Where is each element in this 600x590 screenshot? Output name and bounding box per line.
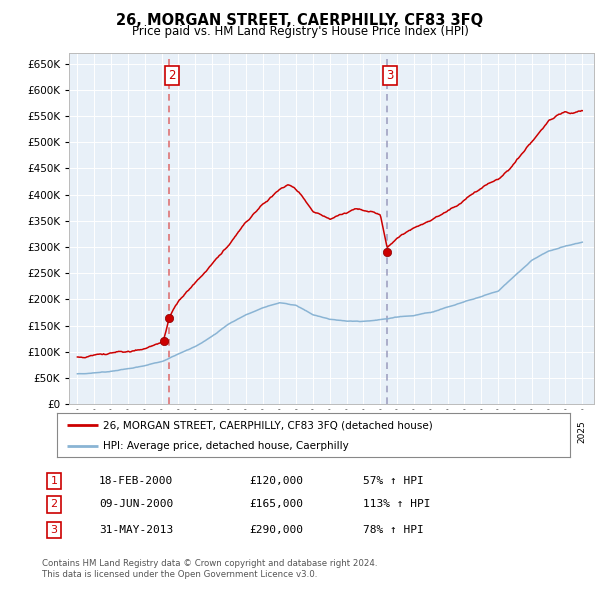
Text: 2006: 2006 <box>258 420 267 443</box>
Text: 2025: 2025 <box>578 420 587 442</box>
Text: 1999: 1999 <box>140 420 149 443</box>
Text: 2000: 2000 <box>157 420 166 443</box>
Text: £165,000: £165,000 <box>249 500 303 509</box>
Text: 1995: 1995 <box>73 420 82 443</box>
Text: 3: 3 <box>386 70 394 83</box>
Text: £120,000: £120,000 <box>249 476 303 486</box>
Text: 2007: 2007 <box>275 420 284 443</box>
Text: 2001: 2001 <box>174 420 183 443</box>
Text: 1997: 1997 <box>107 420 116 443</box>
Text: 113% ↑ HPI: 113% ↑ HPI <box>363 500 431 509</box>
Text: 1996: 1996 <box>90 420 99 443</box>
Text: 2020: 2020 <box>494 420 503 442</box>
Text: 26, MORGAN STREET, CAERPHILLY, CF83 3FQ: 26, MORGAN STREET, CAERPHILLY, CF83 3FQ <box>116 13 484 28</box>
Text: 3: 3 <box>50 525 58 535</box>
Text: 2024: 2024 <box>561 420 570 442</box>
Text: This data is licensed under the Open Government Licence v3.0.: This data is licensed under the Open Gov… <box>42 571 317 579</box>
Text: 2021: 2021 <box>511 420 520 442</box>
Text: 2022: 2022 <box>527 420 536 442</box>
Text: 2009: 2009 <box>308 420 317 443</box>
Text: 2004: 2004 <box>224 420 233 442</box>
Text: 2018: 2018 <box>460 420 469 443</box>
Text: 2023: 2023 <box>544 420 553 442</box>
Text: 26, MORGAN STREET, CAERPHILLY, CF83 3FQ (detached house): 26, MORGAN STREET, CAERPHILLY, CF83 3FQ … <box>103 421 433 430</box>
Text: 2002: 2002 <box>191 420 200 442</box>
Text: 2: 2 <box>169 70 176 83</box>
Text: HPI: Average price, detached house, Caerphilly: HPI: Average price, detached house, Caer… <box>103 441 349 451</box>
Text: 2013: 2013 <box>376 420 385 443</box>
Text: 2008: 2008 <box>292 420 301 443</box>
Text: 2016: 2016 <box>426 420 435 443</box>
Text: 2017: 2017 <box>443 420 452 443</box>
Text: 2: 2 <box>50 500 58 509</box>
Text: £290,000: £290,000 <box>249 525 303 535</box>
Text: 57% ↑ HPI: 57% ↑ HPI <box>363 476 424 486</box>
Text: 2011: 2011 <box>342 420 351 443</box>
Text: 2012: 2012 <box>359 420 368 442</box>
Text: Price paid vs. HM Land Registry's House Price Index (HPI): Price paid vs. HM Land Registry's House … <box>131 25 469 38</box>
Text: 78% ↑ HPI: 78% ↑ HPI <box>363 525 424 535</box>
Text: 2003: 2003 <box>208 420 217 443</box>
Text: 09-JUN-2000: 09-JUN-2000 <box>99 500 173 509</box>
Text: 2005: 2005 <box>241 420 250 443</box>
Text: 31-MAY-2013: 31-MAY-2013 <box>99 525 173 535</box>
Text: Contains HM Land Registry data © Crown copyright and database right 2024.: Contains HM Land Registry data © Crown c… <box>42 559 377 568</box>
Text: 18-FEB-2000: 18-FEB-2000 <box>99 476 173 486</box>
Text: 2010: 2010 <box>325 420 334 443</box>
Text: 2014: 2014 <box>392 420 401 442</box>
Text: 1998: 1998 <box>124 420 133 443</box>
Text: 2019: 2019 <box>477 420 486 443</box>
Text: 2015: 2015 <box>409 420 418 443</box>
Text: 1: 1 <box>50 476 58 486</box>
